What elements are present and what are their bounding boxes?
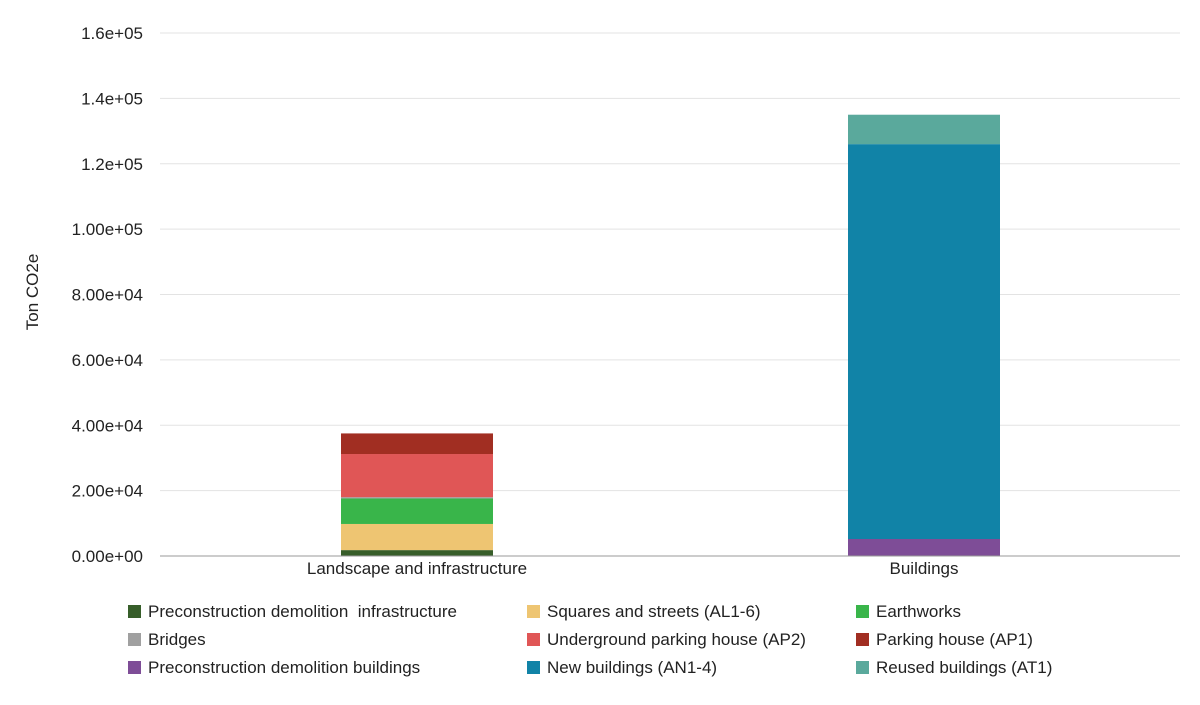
bar-segment [341, 497, 493, 499]
y-tick-label: 1.4e+05 [81, 89, 143, 108]
legend-label: Parking house (AP1) [876, 630, 1033, 649]
legend-label: Preconstruction demolition infrastructur… [148, 602, 457, 621]
x-category-label: Buildings [890, 559, 959, 578]
legend-swatch [856, 633, 869, 646]
y-tick-label: 8.00e+04 [72, 286, 143, 305]
y-tick-label: 1.00e+05 [72, 220, 143, 239]
y-tick-label: 1.2e+05 [81, 155, 143, 174]
y-tick-label: 0.00e+00 [72, 547, 143, 566]
legend-swatch [527, 661, 540, 674]
legend: Preconstruction demolition infrastructur… [128, 602, 1052, 677]
x-axis-category-labels: Landscape and infrastructure Buildings [307, 559, 959, 578]
legend-swatch [128, 633, 141, 646]
legend-label: Reused buildings (AT1) [876, 658, 1052, 677]
legend-swatch [856, 605, 869, 618]
y-tick-label: 4.00e+04 [72, 416, 143, 435]
y-tick-label: 6.00e+04 [72, 351, 143, 370]
legend-label: Bridges [148, 630, 206, 649]
y-tick-label: 1.6e+05 [81, 24, 143, 43]
gridlines [160, 32, 1180, 492]
bar-segment [341, 433, 493, 455]
bar-segment [341, 523, 493, 551]
legend-swatch [128, 605, 141, 618]
y-tick-label: 2.00e+04 [72, 482, 143, 501]
bar-segment [341, 454, 493, 498]
bar-segment [341, 550, 493, 556]
bar-segment [341, 498, 493, 524]
y-axis-tick-labels: 0.00e+00 2.00e+04 4.00e+04 6.00e+04 8.00e+04… [72, 24, 143, 566]
x-category-label: Landscape and infrastructure [307, 559, 527, 578]
bar-segment [848, 114, 1000, 145]
legend-label: New buildings (AN1-4) [547, 658, 717, 677]
legend-label: Preconstruction demolition buildings [148, 658, 420, 677]
legend-label: Squares and streets (AL1-6) [547, 602, 761, 621]
bar-segment [848, 144, 1000, 540]
legend-swatch [527, 605, 540, 618]
legend-swatch [527, 633, 540, 646]
y-axis-label: Ton CO2e [23, 254, 42, 331]
legend-label: Earthworks [876, 602, 961, 621]
bar-segment [848, 539, 1000, 556]
legend-label: Underground parking house (AP2) [547, 630, 806, 649]
legend-swatch [128, 661, 141, 674]
bars [341, 114, 1000, 556]
legend-swatch [856, 661, 869, 674]
